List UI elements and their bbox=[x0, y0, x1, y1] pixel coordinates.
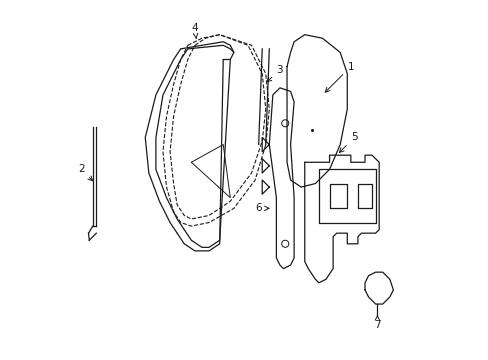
Text: 1: 1 bbox=[325, 62, 353, 92]
Text: 3: 3 bbox=[266, 65, 283, 82]
Text: 4: 4 bbox=[191, 23, 198, 38]
Text: 6: 6 bbox=[255, 203, 268, 213]
Text: 2: 2 bbox=[78, 165, 92, 181]
Text: 5: 5 bbox=[339, 132, 357, 152]
Text: 7: 7 bbox=[373, 315, 380, 330]
